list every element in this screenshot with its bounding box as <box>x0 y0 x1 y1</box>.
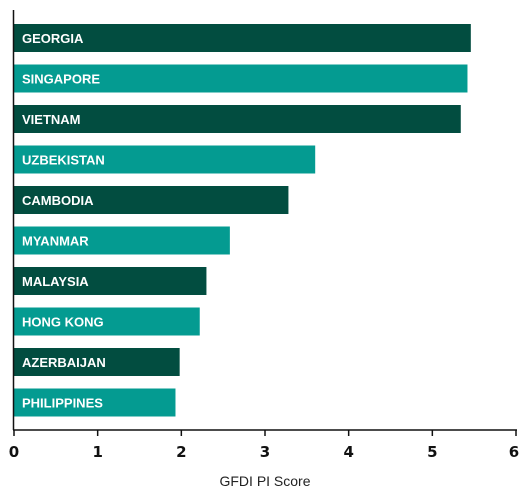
x-tick-label: 2 <box>176 443 186 461</box>
bar-label: HONG KONG <box>22 315 104 330</box>
bar-vietnam <box>14 105 461 133</box>
x-tick-label: 0 <box>9 443 19 461</box>
bars-group: GEORGIA SINGAPORE VIETNAM UZBEKISTAN CAMBODI… <box>14 24 471 417</box>
x-axis-title: GFDI PI Score <box>219 473 310 489</box>
bar-label: UZBEKISTAN <box>22 153 105 168</box>
bar-hong-kong <box>14 307 200 336</box>
bar-label: SINGAPORE <box>22 72 100 87</box>
bar-singapore <box>14 64 468 93</box>
x-axis: 0 1 2 3 4 5 6 <box>9 10 519 461</box>
bar-label: VIETNAM <box>22 112 81 127</box>
x-tick-label: 3 <box>260 443 270 461</box>
bar-label: MALAYSIA <box>22 274 89 289</box>
bar-label: MYANMAR <box>22 234 89 249</box>
bar-myanmar <box>14 226 230 255</box>
bar-georgia <box>14 24 471 52</box>
x-tick-label: 5 <box>427 443 437 461</box>
x-tick-label: 4 <box>343 443 353 461</box>
bar-uzbekistan <box>14 145 316 174</box>
bar-cambodia <box>14 186 289 214</box>
bar-label: PHILIPPINES <box>22 396 103 411</box>
bar-label: GEORGIA <box>22 31 84 46</box>
bar-azerbaijan <box>14 348 180 376</box>
bar-malaysia <box>14 267 207 295</box>
x-tick-label: 1 <box>92 443 102 461</box>
bar-philippines <box>14 388 176 417</box>
x-tick-label: 6 <box>509 443 519 461</box>
bar-label: AZERBAIJAN <box>22 355 106 370</box>
bar-label: CAMBODIA <box>22 193 94 208</box>
